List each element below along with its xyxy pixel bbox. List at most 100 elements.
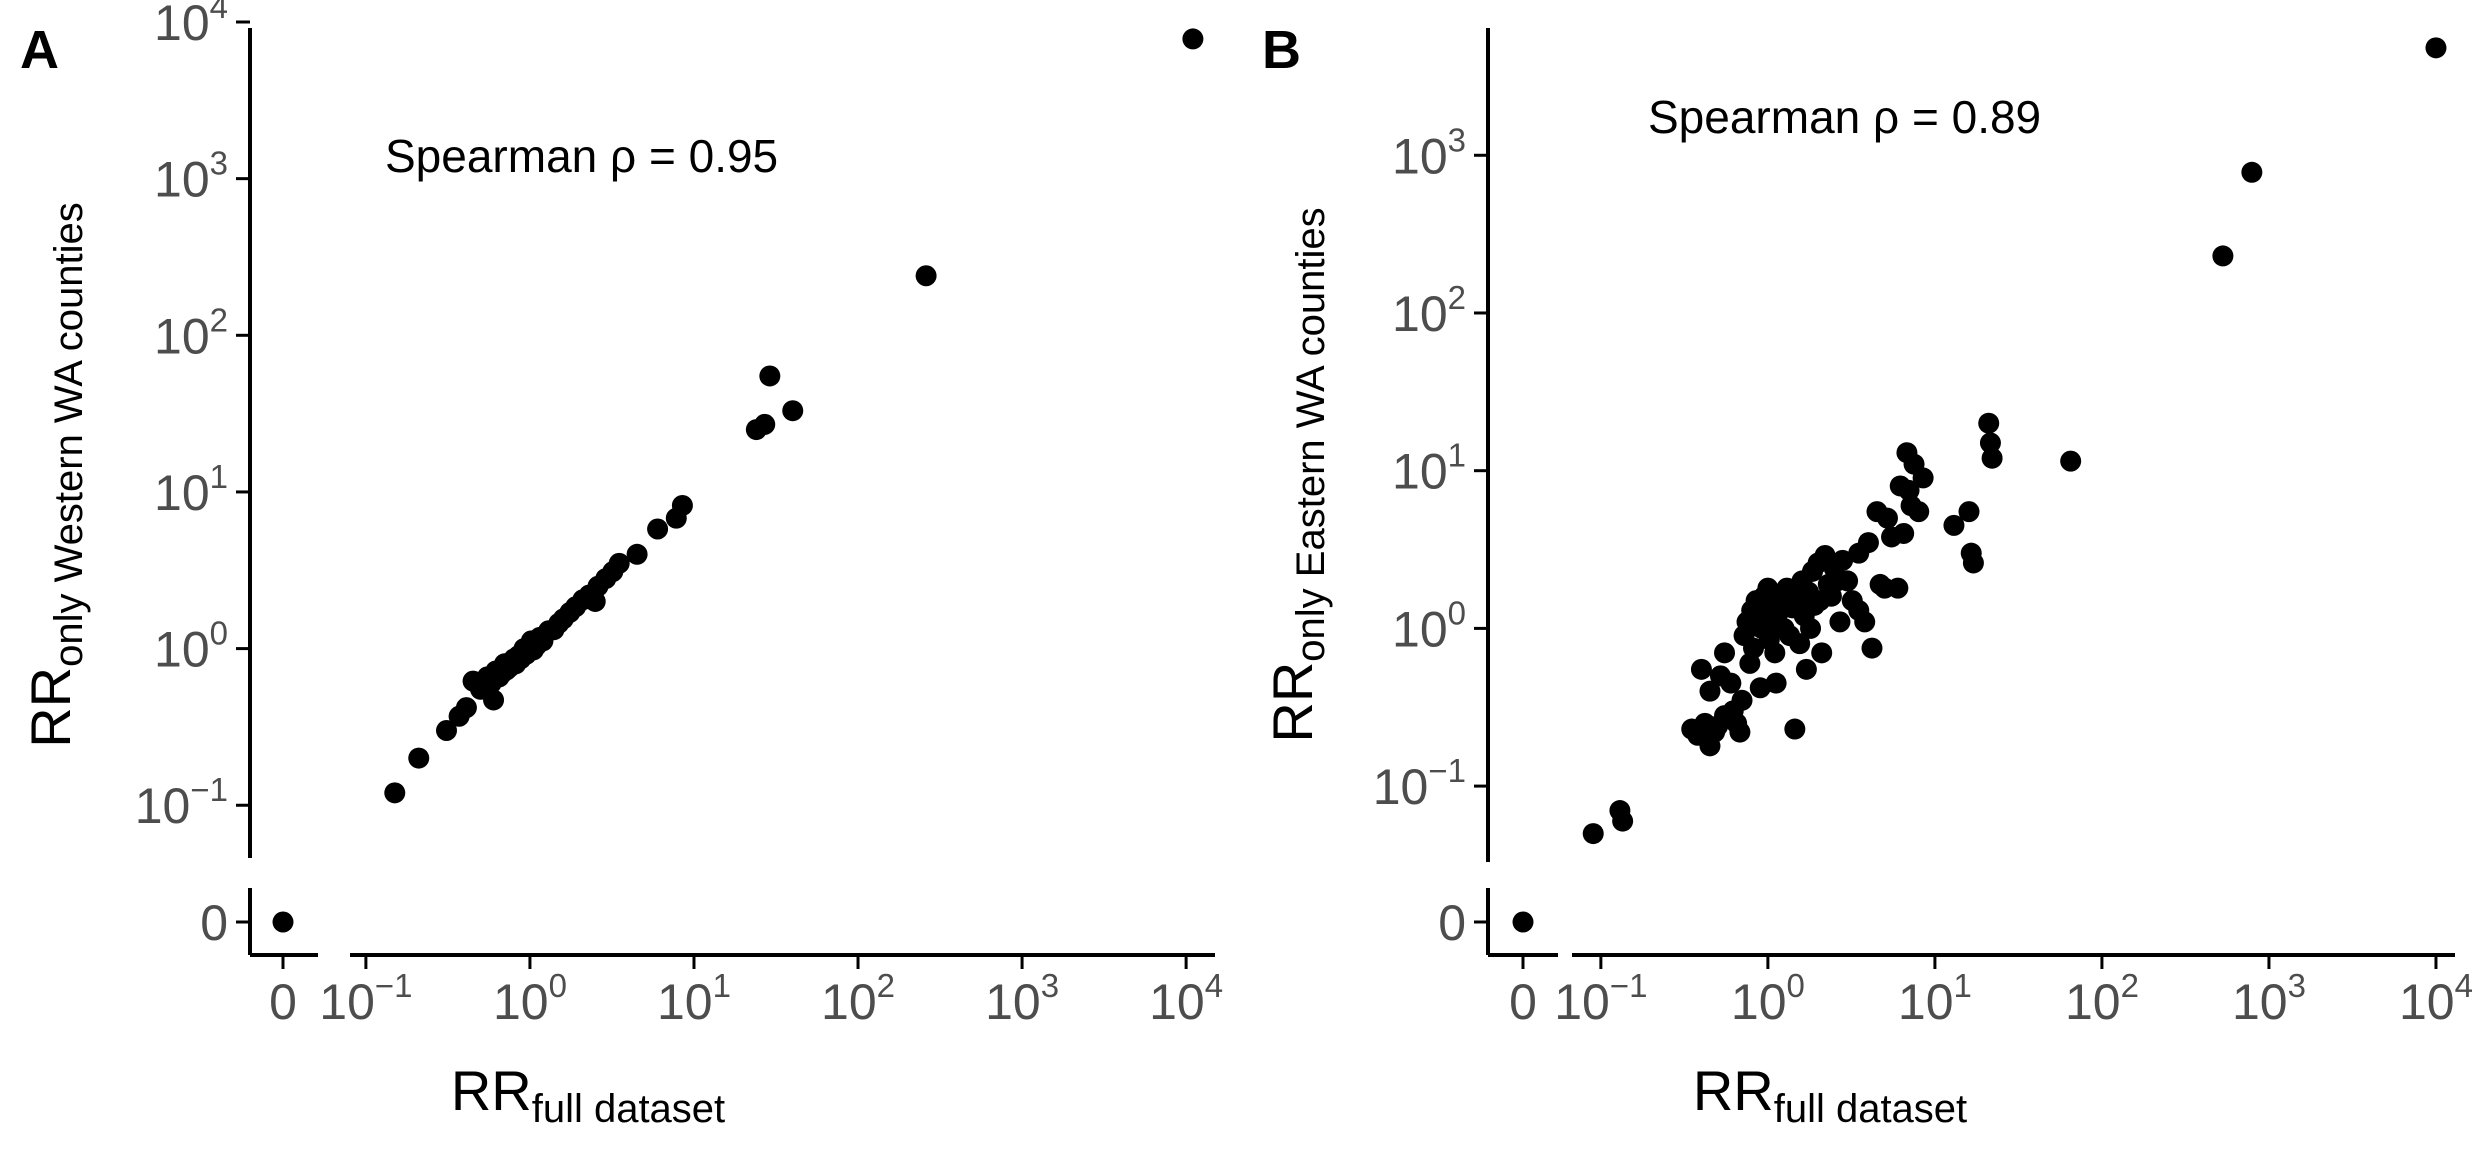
panel-a-data-point bbox=[455, 697, 477, 719]
panel-b-data-point bbox=[1979, 432, 2001, 454]
panel-a-data-point bbox=[782, 400, 804, 422]
panel-a: A Spearman ρ = 0.95 10−1 100 101 102 103 104 0… bbox=[19, 0, 1223, 1131]
panel-a-data-point bbox=[626, 543, 648, 565]
panel-b: B Spearman ρ = 0.89 10−1 100 101 102 103 0 10−… bbox=[1261, 20, 2473, 1131]
panel-b-data-point bbox=[1690, 658, 1712, 680]
panel-a-y-axis-title: RRonly Western WA counties bbox=[19, 202, 91, 748]
panel-a-data-point bbox=[384, 782, 406, 804]
panel-b-data-point bbox=[1612, 810, 1634, 832]
panel-b-y-axis-title-main: RR bbox=[1261, 662, 1324, 743]
panel-a-data-point bbox=[408, 747, 430, 769]
panel-b-points bbox=[1512, 37, 2447, 933]
panel-b-data-point bbox=[1887, 577, 1909, 599]
panel-b-label: B bbox=[1262, 20, 1301, 80]
panel-a-y-tick-label: 10−1 bbox=[135, 771, 228, 834]
panel-a-data-point bbox=[915, 265, 937, 287]
panel-b-data-point bbox=[1898, 479, 1920, 501]
panel-a-x-zero-tick-label: 0 bbox=[269, 974, 297, 1030]
panel-b-data-point bbox=[1789, 633, 1811, 655]
panel-b-data-point bbox=[1978, 412, 2000, 434]
panel-b-x-tick-label: 102 bbox=[2065, 967, 2139, 1030]
panel-b-data-point bbox=[1512, 911, 1534, 933]
panel-a-data-point bbox=[436, 720, 458, 742]
panel-b-data-point bbox=[1714, 642, 1736, 664]
panel-b-data-point bbox=[1729, 721, 1751, 743]
panel-a-y-axis-title-sub: only Western WA counties bbox=[47, 202, 91, 667]
panel-a-x-tick-label: 10−1 bbox=[319, 967, 412, 1030]
panel-b-data-point bbox=[1582, 823, 1604, 845]
panel-a-y-tick-label: 104 bbox=[154, 0, 228, 51]
panel-a-y-tick-label: 102 bbox=[154, 301, 228, 364]
panel-b-x-axis-title-sub: full dataset bbox=[1774, 1087, 1967, 1131]
panel-b-data-point bbox=[1857, 532, 1879, 554]
panel-b-x-axis-title-main: RR bbox=[1693, 1059, 1774, 1122]
panel-a-x-tick-label: 103 bbox=[985, 967, 1059, 1030]
panel-a-y-zero-tick-label: 0 bbox=[200, 895, 228, 951]
panel-a-x-tick-label: 102 bbox=[821, 967, 895, 1030]
panel-a-data-point bbox=[647, 518, 669, 540]
panel-b-data-point bbox=[1829, 611, 1851, 633]
panel-a-x-tick-label: 101 bbox=[657, 967, 731, 1030]
panel-a-points bbox=[272, 28, 1204, 933]
panel-b-data-point bbox=[1811, 642, 1833, 664]
panel-b-data-point bbox=[1765, 672, 1787, 694]
panel-b-y-tick-label: 103 bbox=[1392, 121, 1466, 184]
panel-b-data-point bbox=[2425, 37, 2447, 59]
panel-a-label: A bbox=[20, 20, 59, 80]
panel-b-data-point bbox=[1731, 689, 1753, 711]
panel-b-data-point bbox=[2212, 245, 2234, 267]
panel-a-data-point bbox=[272, 911, 294, 933]
panel-a-x-axis-title-sub: full dataset bbox=[532, 1087, 725, 1131]
panel-b-y-tick-label: 101 bbox=[1392, 437, 1466, 500]
panel-b-x-tick-label: 101 bbox=[1898, 967, 1972, 1030]
panel-b-data-point bbox=[1854, 611, 1876, 633]
panel-b-data-point bbox=[1742, 637, 1764, 659]
panel-b-data-point bbox=[1962, 552, 1984, 574]
panel-b-x-tick-label: 104 bbox=[2399, 967, 2473, 1030]
panel-b-data-point bbox=[1981, 447, 2003, 469]
panel-a-spearman-annotation: Spearman ρ = 0.95 bbox=[385, 130, 778, 182]
panel-a-x-axis-title: RRfull dataset bbox=[451, 1059, 725, 1131]
panel-a-ticks: 10−1 100 101 102 103 104 0 10−1 100 101 102 103 104 0 bbox=[135, 0, 1223, 1030]
panel-b-x-tick-label: 103 bbox=[2232, 967, 2306, 1030]
panel-b-data-point bbox=[1908, 501, 1930, 523]
panel-b-y-tick-label: 100 bbox=[1392, 594, 1466, 657]
panel-b-ticks: 10−1 100 101 102 103 0 10−1 100 101 102 103 104 0 bbox=[1373, 121, 2473, 1030]
panel-a-y-tick-label: 103 bbox=[154, 145, 228, 208]
panel-a-data-point bbox=[759, 365, 781, 387]
panel-b-data-point bbox=[1832, 549, 1854, 571]
panel-a-data-point bbox=[1182, 28, 1204, 50]
panel-b-data-point bbox=[1861, 637, 1883, 659]
panel-a-x-tick-label: 104 bbox=[1149, 967, 1223, 1030]
panel-a-x-tick-label: 100 bbox=[493, 967, 567, 1030]
panel-b-x-tick-label: 10−1 bbox=[1554, 967, 1647, 1030]
panel-b-data-point bbox=[1893, 522, 1915, 544]
panel-b-x-axis-title: RRfull dataset bbox=[1693, 1059, 1967, 1131]
panel-b-x-zero-tick-label: 0 bbox=[1509, 974, 1537, 1030]
panel-a-y-tick-label: 101 bbox=[154, 458, 228, 521]
panel-b-y-axis-title-sub: only Eastern WA counties bbox=[1289, 207, 1333, 661]
panel-b-y-tick-label: 102 bbox=[1392, 279, 1466, 342]
panel-b-y-tick-label: 10−1 bbox=[1373, 752, 1466, 815]
panel-b-data-point bbox=[2241, 161, 2263, 183]
panel-b-data-point bbox=[1795, 658, 1817, 680]
panel-b-data-point bbox=[1699, 680, 1721, 702]
panel-a-y-axis-title-main: RR bbox=[19, 667, 82, 748]
panel-a-data-point bbox=[671, 494, 693, 516]
panel-b-spearman-annotation: Spearman ρ = 0.89 bbox=[1648, 91, 2041, 143]
panel-a-data-point bbox=[608, 552, 630, 574]
panel-b-data-point bbox=[1800, 617, 1822, 639]
panel-b-data-point bbox=[2060, 450, 2082, 472]
panel-b-data-point bbox=[1720, 672, 1742, 694]
panel-b-data-point bbox=[1749, 677, 1771, 699]
panel-b-data-point bbox=[1958, 501, 1980, 523]
panel-a-y-tick-label: 100 bbox=[154, 615, 228, 678]
panel-a-data-point bbox=[754, 413, 776, 435]
panel-b-data-point bbox=[1784, 718, 1806, 740]
panel-b-data-point bbox=[1943, 514, 1965, 536]
panel-b-data-point bbox=[1912, 467, 1934, 489]
panel-b-data-point bbox=[1764, 642, 1786, 664]
panel-b-data-point bbox=[1837, 570, 1859, 592]
panel-b-data-point bbox=[1876, 507, 1898, 529]
